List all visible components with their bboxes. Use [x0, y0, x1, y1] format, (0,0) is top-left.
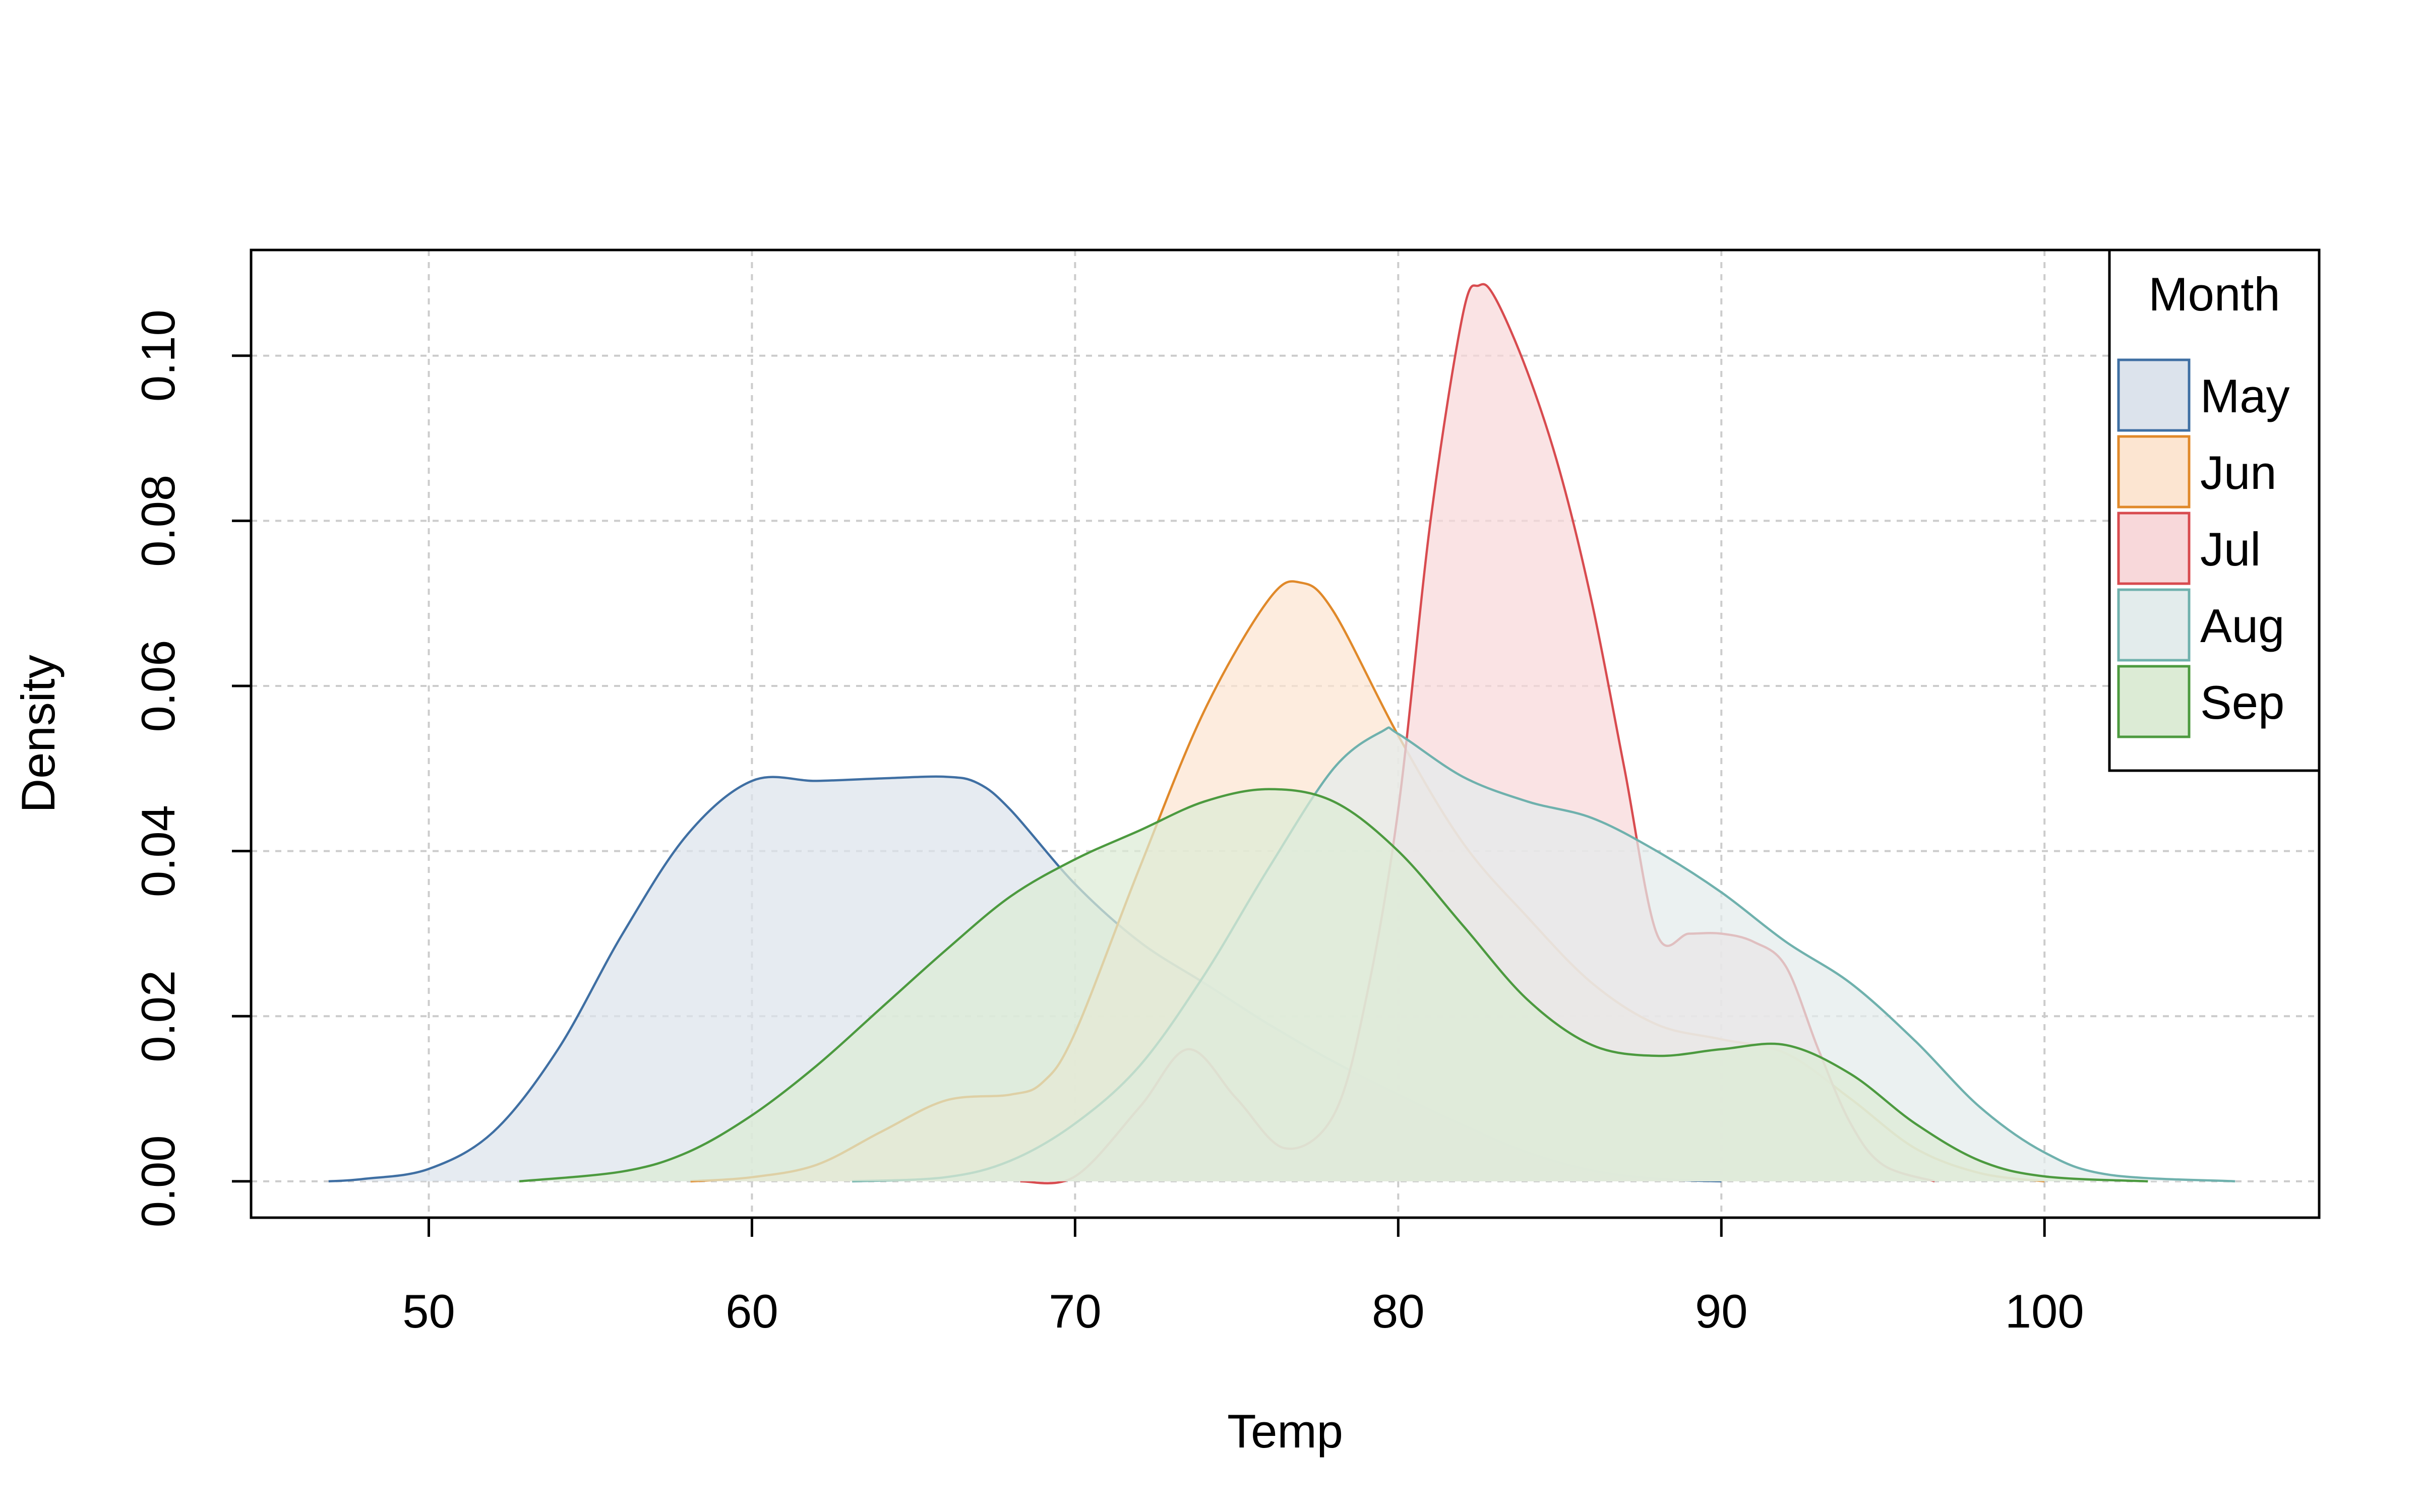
- x-tick-label: 70: [1049, 1285, 1102, 1338]
- y-axis-label: Density: [12, 655, 65, 812]
- y-tick-label: 0.02: [132, 970, 185, 1062]
- density-area-sep: [519, 789, 2148, 1181]
- legend-label-jul: Jul: [2200, 523, 2261, 576]
- legend-label-aug: Aug: [2200, 599, 2284, 652]
- x-tick-label: 100: [2005, 1285, 2084, 1338]
- x-tick-label: 90: [1695, 1285, 1748, 1338]
- legend-swatch-jul: [2117, 512, 2191, 585]
- y-tick-label: 0.00: [132, 1135, 185, 1227]
- legend-box: [2108, 248, 2321, 772]
- legend: Month May Jun Jul Aug Sep: [2108, 248, 2321, 772]
- x-tick-label: 50: [402, 1285, 455, 1338]
- y-tick-label: 0.06: [132, 640, 185, 732]
- x-axis: 50 60 70 80 90 100: [402, 1216, 2084, 1338]
- x-axis-label: Temp: [1227, 1405, 1343, 1458]
- density-areas: [328, 283, 2235, 1185]
- legend-swatch-sep: [2117, 665, 2191, 738]
- legend-title: Month: [2148, 268, 2280, 321]
- y-tick-label: 0.10: [132, 309, 185, 402]
- y-tick-label: 0.08: [132, 475, 185, 567]
- legend-label-jun: Jun: [2200, 446, 2277, 499]
- legend-label-sep: Sep: [2200, 676, 2284, 729]
- x-tick-label: 60: [725, 1285, 778, 1338]
- legend-swatch-may: [2117, 358, 2191, 432]
- legend-swatch-jun: [2117, 435, 2191, 509]
- y-axis: 0.00 0.02 0.04 0.06 0.08 0.10: [132, 309, 253, 1227]
- density-curve-sep: [519, 788, 2148, 1183]
- legend-label-may: May: [2200, 369, 2290, 422]
- x-tick-label: 80: [1372, 1285, 1425, 1338]
- y-tick-label: 0.04: [132, 805, 185, 897]
- legend-items: May Jun Jul Aug Sep: [2117, 358, 2290, 738]
- legend-swatch-aug: [2117, 588, 2191, 662]
